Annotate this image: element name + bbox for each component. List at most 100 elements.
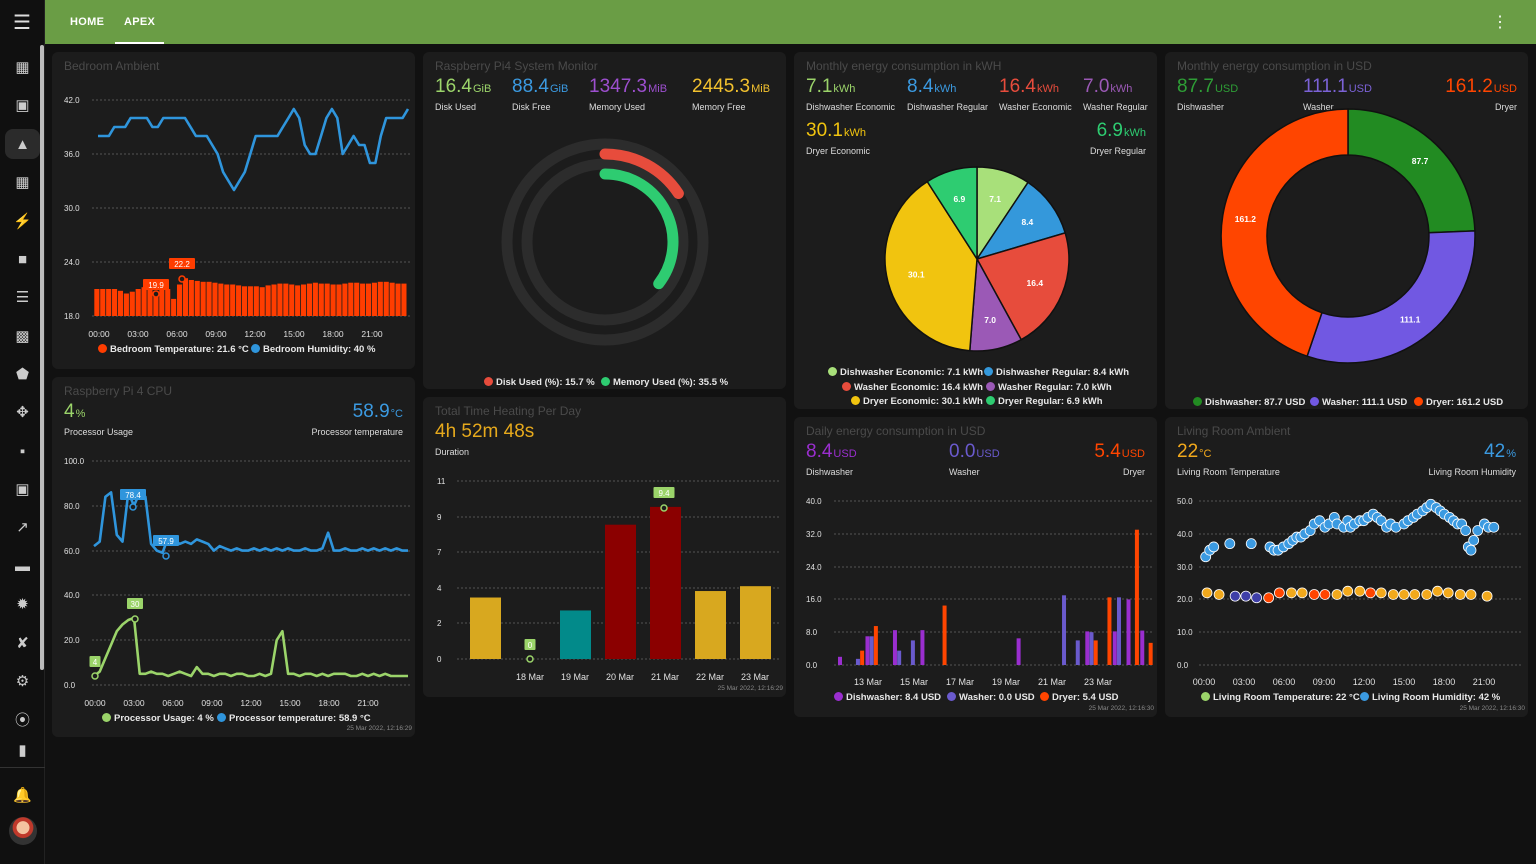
x-tick-label: 21:00 [361, 329, 383, 339]
tab-apex[interactable]: APEX [115, 0, 165, 44]
temperature-point [1365, 587, 1376, 599]
annotation: 4 [93, 658, 98, 667]
stat-number: 1347.3 [589, 76, 648, 97]
cog-puzzle-icon[interactable]: ✹ [16, 596, 29, 613]
stat-label: Processor Usage [64, 427, 134, 437]
stat-unit: USD [1348, 83, 1372, 95]
legend-dryer[interactable]: Dryer: 5.4 USD [1040, 692, 1119, 703]
stat-unit: % [1506, 448, 1516, 460]
stat-unit: kWh [1124, 127, 1146, 139]
temperature-bar [247, 286, 253, 316]
legend-disk-used[interactable]: Disk Used (%): 15.7 % [484, 377, 595, 388]
legend-processor-usage[interactable]: Processor Usage: 4 % [102, 713, 214, 724]
temperature-bar [176, 284, 183, 316]
vscode-icon[interactable]: ✘ [16, 635, 29, 652]
list-icon[interactable]: ☰ [15, 289, 30, 306]
x-tick-label: 18:00 [318, 698, 340, 708]
compass-icon[interactable]: ⦿ [14, 711, 30, 729]
legend-item[interactable]: Dryer Regular: 6.9 kWh [986, 396, 1103, 407]
stat-value: 0.0USD [949, 441, 1000, 463]
legend-item[interactable]: Washer Regular: 7.0 kWh [986, 382, 1112, 393]
slice-label: 8.4 [1021, 217, 1033, 227]
daily-bar [1148, 642, 1153, 665]
monitor-icon[interactable]: ▣ [15, 97, 30, 114]
temperature-bar [354, 282, 360, 316]
daily-bar [1116, 597, 1121, 665]
temperature-bar [141, 287, 147, 316]
temperature-bar [283, 283, 289, 316]
temperature-point [1354, 585, 1366, 597]
settings-icon[interactable]: ⚙ [15, 673, 30, 690]
legend-temperature[interactable]: Bedroom Temperature: 21.6 °C [98, 344, 249, 355]
sidebar-scrollbar[interactable] [40, 45, 44, 670]
y-tick-label: 32.0 [806, 530, 822, 539]
tv-icon[interactable]: ▬ [15, 557, 30, 575]
stat-label: Living Room Temperature [1177, 467, 1280, 477]
account-box-icon[interactable]: ■ [17, 250, 28, 268]
stat-label: Dryer [1123, 467, 1145, 477]
bell-icon[interactable]: 🔔 [13, 787, 32, 804]
chart-box-icon[interactable]: ▩ [15, 328, 30, 345]
chart-line-icon[interactable]: ↗ [16, 519, 29, 536]
legend-dot [986, 396, 995, 405]
legend-processor-temperature[interactable]: Processor temperature: 58.9 °C [217, 713, 371, 724]
stat-number: 8.4 [907, 76, 934, 97]
legend-item[interactable]: Washer Economic: 16.4 kWh [842, 382, 983, 393]
y-tick-label: 30.0 [1177, 563, 1193, 572]
temperature-bar [165, 289, 171, 316]
stat-label: Dishwasher [806, 467, 854, 477]
radial-bar [599, 148, 684, 199]
temperature-bar [253, 286, 259, 316]
legend-living-humidity[interactable]: Living Room Humidity: 42 % [1360, 692, 1500, 703]
tab-home[interactable]: HOME [70, 16, 105, 28]
legend-item[interactable]: Dishwasher Regular: 8.4 kWh [984, 367, 1129, 378]
x-tick-label: 09:00 [1313, 677, 1336, 687]
annotation-marker [131, 615, 139, 623]
y-tick-label: 11 [437, 477, 446, 486]
legend-memory-used[interactable]: Memory Used (%): 35.5 % [601, 377, 728, 388]
legend-dishwasher[interactable]: Dishwasher: 87.7 USD [1193, 397, 1305, 408]
shield-icon[interactable]: ⬟ [15, 366, 30, 383]
legend-humidity[interactable]: Bedroom Humidity: 40 % [251, 344, 375, 355]
stat-value: 1347.3MiB [589, 76, 667, 98]
legend-living-temperature[interactable]: Living Room Temperature: 22 °C [1201, 692, 1360, 703]
legend-dot [986, 382, 995, 391]
more-vert-icon[interactable]: ⋮ [1492, 14, 1508, 31]
view-dashboard-icon[interactable]: ▦ [15, 174, 30, 191]
chip-icon[interactable]: ▪ [19, 442, 26, 460]
stat-unit: USD [833, 448, 857, 460]
legend-dishwasher[interactable]: Dishwasher: 8.4 USD [834, 692, 941, 703]
slice-label: 87.7 [1412, 156, 1429, 166]
humidity-point [1465, 544, 1477, 556]
daily-bar [1112, 631, 1117, 665]
menu-icon[interactable]: ☰ [13, 11, 31, 34]
stat-number: 7.0 [1083, 76, 1110, 97]
y-tick-label: 0.0 [806, 661, 818, 670]
timestamp: 25 Mar 2022, 12:16:30 [1088, 705, 1154, 712]
more-icon[interactable]: ▮ [18, 742, 27, 759]
annotation: 19.9 [148, 281, 164, 290]
y-tick-label: 24.0 [64, 258, 80, 267]
stat-label: Memory Used [589, 102, 646, 112]
avatar[interactable] [9, 817, 37, 845]
humidity-point [1208, 541, 1220, 553]
x-tick-label: 00:00 [1193, 677, 1216, 687]
legend-item[interactable]: Dryer Economic: 30.1 kWh [851, 396, 983, 407]
stat-unit: kWh [833, 83, 856, 95]
legend-label: Dishwasher Economic: 7.1 kWh [840, 367, 984, 378]
temperature-point [1342, 585, 1354, 597]
network-icon[interactable]: ✥ [16, 404, 29, 421]
legend-washer[interactable]: Washer: 0.0 USD [947, 692, 1035, 703]
daily-bar [1093, 640, 1098, 665]
stat-number: 88.4 [512, 76, 549, 97]
lightning-icon[interactable]: ⚡ [13, 213, 32, 230]
legend-dryer[interactable]: Dryer: 161.2 USD [1414, 397, 1503, 408]
legend-item[interactable]: Dishwasher Economic: 7.1 kWh [828, 367, 983, 378]
dashboard-icon[interactable]: ▦ [15, 59, 30, 76]
y-tick-label: 50.0 [1177, 497, 1193, 506]
mushroom-icon[interactable]: ▲ [5, 129, 40, 159]
x-tick-label: 17 Mar [946, 677, 974, 687]
legend-washer[interactable]: Washer: 111.1 USD [1310, 397, 1407, 408]
heating-bar [650, 506, 681, 659]
hacs-icon[interactable]: ▣ [15, 481, 30, 498]
